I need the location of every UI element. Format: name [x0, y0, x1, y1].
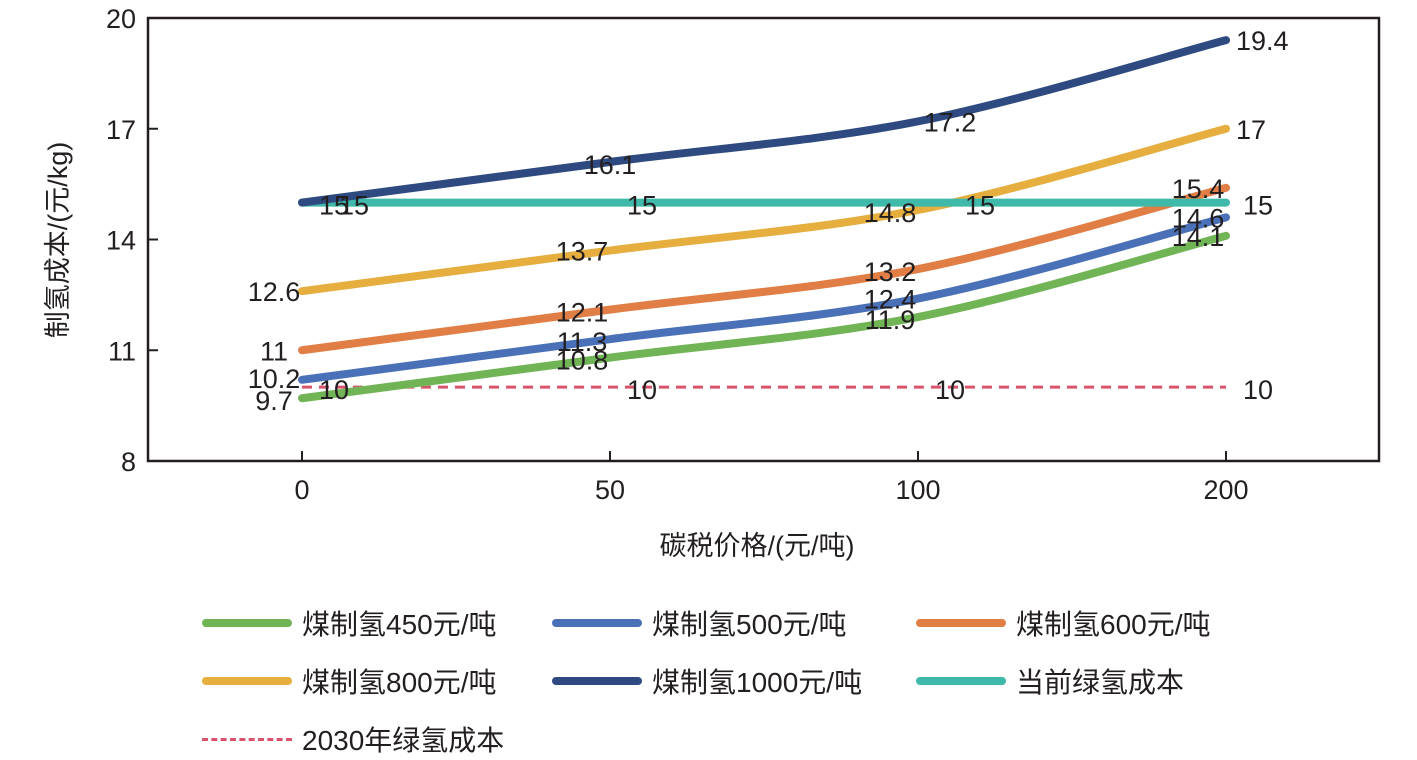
data-label: 15 [319, 191, 349, 221]
data-label: 10 [1243, 375, 1273, 405]
data-label: 17 [1236, 115, 1266, 145]
data-label: 15 [965, 191, 995, 221]
data-label: 14.8 [864, 198, 917, 228]
series-line [298, 213, 1230, 384]
data-labels: 9.7 10.8 11.9 14.1 10.2 11.3 12.4 14.6 11 12.1 13.… [248, 26, 1289, 416]
data-label: 15.4 [1172, 174, 1225, 204]
data-label: 19.4 [1236, 26, 1289, 56]
y-tick-label: 17 [106, 115, 136, 145]
y-tick-label: 8 [121, 447, 136, 477]
data-label: 15 [1243, 191, 1273, 221]
data-label: 11.9 [865, 305, 916, 335]
data-label: 15 [627, 191, 657, 221]
data-label: 13.2 [864, 257, 917, 287]
data-label: 11.3 [557, 327, 608, 357]
y-axis: 8 11 14 17 20 [106, 4, 158, 477]
data-label: 12.4 [864, 285, 917, 315]
data-label: 17.2 [924, 107, 977, 137]
x-tick-label: 200 [1203, 475, 1248, 505]
data-label: 9.7 [255, 386, 293, 416]
data-label: 11 [260, 336, 288, 366]
x-axis: 0 50 100 200 [294, 451, 1249, 505]
data-label: 10 [319, 375, 349, 405]
data-label: 12.1 [556, 298, 609, 328]
x-tick-label: 100 [895, 475, 940, 505]
x-tick-label: 0 [294, 475, 309, 505]
data-label: 15 [339, 191, 369, 221]
series-line [298, 231, 1230, 403]
data-label: 13.7 [556, 237, 609, 267]
series-lines [298, 36, 1230, 403]
series-line [298, 36, 1230, 207]
series-line [298, 124, 1230, 296]
data-label: 10 [627, 375, 657, 405]
data-label: 14.1 [1172, 222, 1225, 252]
data-label: 14.6 [1172, 203, 1225, 233]
x-axis-title: 碳税价格/(元/吨) [660, 531, 855, 561]
data-label: 10.2 [248, 364, 301, 394]
series-line [298, 183, 1230, 355]
data-label: 12.6 [248, 277, 301, 307]
y-tick-label: 20 [106, 4, 136, 34]
data-label: 10 [935, 375, 965, 405]
data-label: 10.8 [556, 346, 609, 376]
data-label: 16.1 [584, 150, 637, 180]
y-tick-label: 11 [108, 336, 136, 366]
y-tick-label: 14 [106, 226, 136, 256]
y-axis-title: 制氢成本/(元/kg) [43, 142, 73, 339]
x-tick-label: 50 [595, 475, 625, 505]
